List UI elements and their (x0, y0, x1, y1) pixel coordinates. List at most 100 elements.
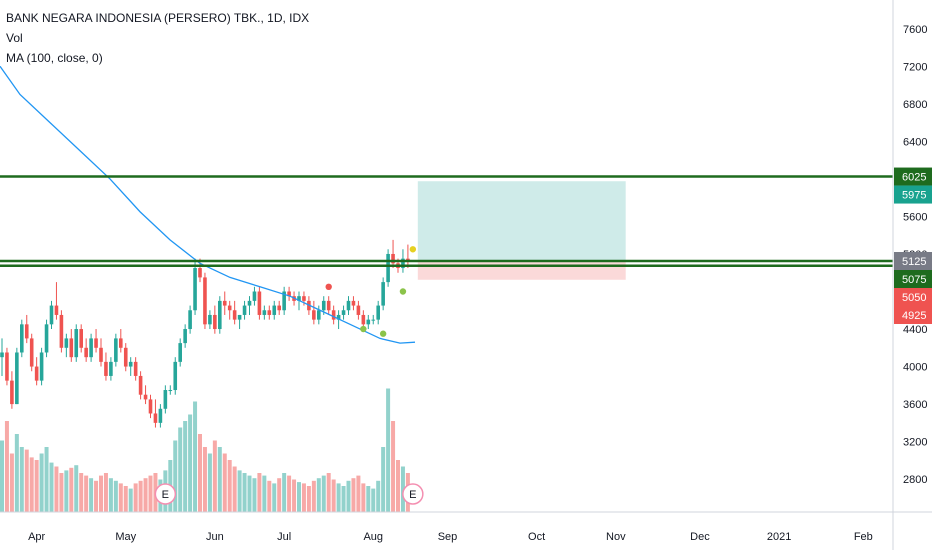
time-tick-label: Nov (606, 531, 626, 543)
volume-bar (24, 449, 29, 512)
candle-body (183, 329, 187, 344)
volume-bar (262, 475, 267, 512)
volume-bar (148, 475, 153, 512)
candle-body (366, 319, 371, 325)
time-tick-label: Jul (277, 531, 291, 543)
volume-bar (376, 480, 381, 512)
candle-body (302, 296, 306, 301)
volume-bar (282, 473, 287, 512)
volume-bar (39, 453, 44, 512)
time-tick-label: Jun (206, 531, 224, 543)
candle-body (15, 352, 19, 405)
volume-bar (252, 478, 257, 512)
volume-bar (29, 457, 34, 512)
candle-body (0, 352, 4, 358)
volume-bar (396, 460, 400, 512)
price-tag-label: 6025 (902, 172, 926, 184)
volume-bar (84, 475, 89, 512)
volume-bar (123, 486, 128, 512)
time-tick-label: Feb (854, 531, 873, 543)
volume-bar (59, 473, 64, 512)
target-zone (417, 181, 626, 261)
volume-bar (69, 467, 74, 512)
candle-body (237, 314, 242, 320)
volume-bar (237, 470, 242, 512)
volume-bar (74, 465, 79, 512)
volume-bar (227, 460, 232, 512)
volume-bar (173, 440, 178, 512)
volume-bar (113, 480, 118, 512)
volume-bar (89, 478, 94, 512)
volume-bar (326, 473, 331, 512)
volume-bar (19, 447, 24, 512)
candle-body (317, 310, 321, 320)
signal-markers (325, 246, 417, 337)
volume-bar (311, 480, 316, 512)
candle-body (262, 310, 267, 315)
price-tick-label: 7600 (903, 24, 927, 36)
candle-body (341, 310, 346, 315)
price-tag (894, 270, 932, 288)
candle-body (133, 361, 138, 376)
volume-bar (287, 475, 292, 512)
signal-dot (360, 325, 367, 333)
signal-dot (399, 288, 407, 295)
time-tick-label: Aug (363, 531, 383, 543)
price-tick-label: 7200 (903, 61, 927, 73)
price-tag-label: 5975 (902, 190, 926, 202)
ma-label[interactable]: MA (100, close, 0) (6, 51, 103, 65)
volume-bar (361, 483, 366, 512)
volume-bar (34, 460, 39, 512)
candle-body (188, 310, 192, 330)
candle-body (54, 305, 59, 315)
candle-body (272, 305, 277, 315)
volume-bar (118, 483, 123, 512)
candle-body (158, 408, 163, 423)
candle-body (282, 291, 286, 311)
volume-bar (54, 466, 59, 512)
volume-bar (0, 440, 4, 512)
candle-body (44, 324, 49, 353)
price-tick-label: 4000 (903, 362, 927, 374)
volume-bar (381, 447, 386, 512)
volume-bar (133, 483, 138, 512)
stop-zone (417, 261, 626, 280)
candle-body (381, 282, 385, 306)
volume-bar (198, 434, 202, 512)
position-box (417, 181, 626, 280)
volume-bar (321, 475, 326, 512)
time-tick-label: Apr (28, 531, 45, 543)
volume-bar (316, 478, 321, 512)
volume-bar (64, 470, 69, 512)
price-tag (894, 288, 932, 306)
price-tag (894, 252, 932, 270)
volume-bar (391, 421, 396, 512)
earnings-badge (402, 483, 424, 505)
volume-label[interactable]: Vol (6, 31, 23, 45)
price-tick-label: 6800 (903, 99, 927, 111)
candle-body (218, 300, 222, 330)
candle-body (267, 310, 272, 315)
volume-bar (301, 483, 306, 512)
price-tick-label: 3200 (903, 437, 927, 449)
price-tag-label: 5075 (902, 274, 926, 286)
candle-body (203, 277, 207, 325)
time-tick-label: Sep (438, 531, 458, 543)
candle-body (277, 305, 281, 311)
price-tag-label: 5125 (902, 256, 926, 268)
candle-body (242, 305, 247, 315)
candle-body (84, 347, 88, 358)
volume-bar (336, 483, 341, 512)
earnings-label: E (409, 489, 416, 501)
candle-body (79, 329, 83, 348)
candle-body (109, 361, 113, 376)
candle-body (371, 319, 376, 321)
candle-body (331, 310, 336, 320)
symbol-title[interactable]: BANK NEGARA INDONESIA (PERSERO) TBK., 1D… (6, 11, 310, 25)
candle-body (128, 361, 133, 367)
candle-body (386, 253, 390, 283)
volume-bar (222, 453, 227, 512)
